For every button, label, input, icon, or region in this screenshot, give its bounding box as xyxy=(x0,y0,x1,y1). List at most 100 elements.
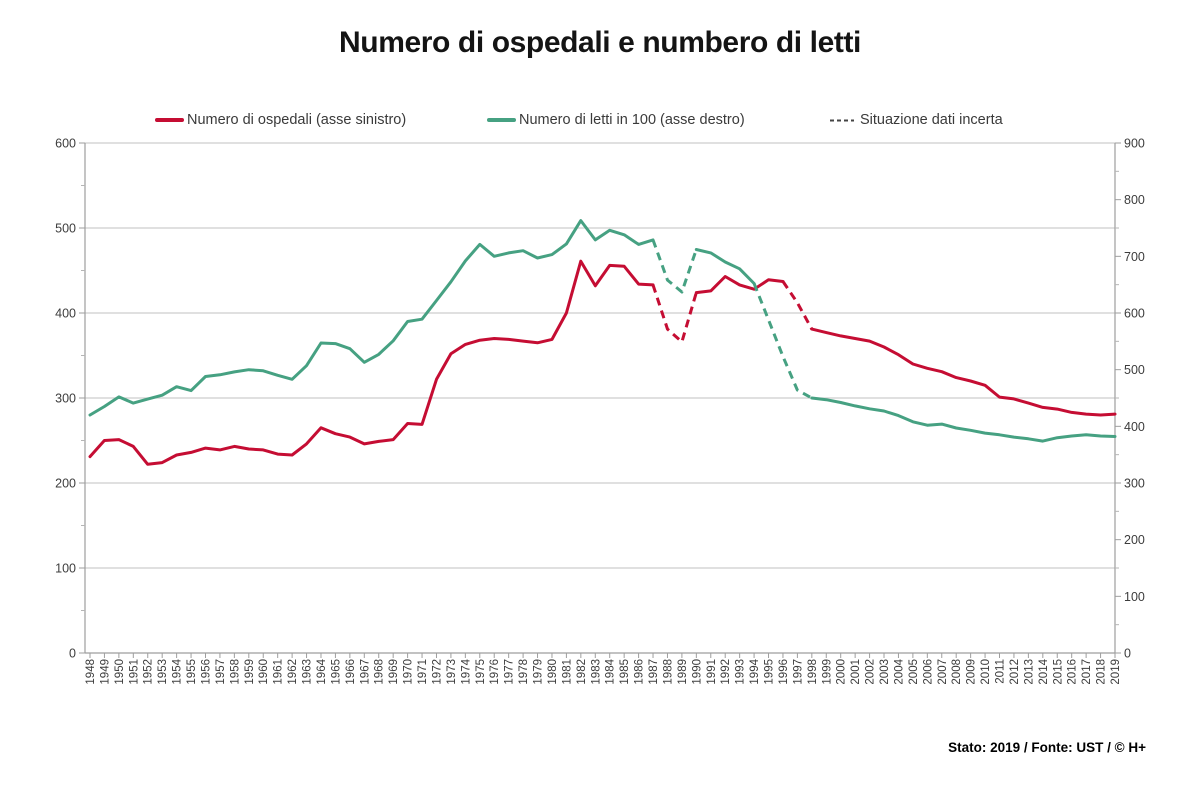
ospedali-line xyxy=(88,259,655,466)
left-tick-label: 300 xyxy=(55,392,76,406)
x-tick-label: 1997 xyxy=(792,659,804,685)
ospedali-line-dashed xyxy=(651,284,698,344)
x-tick-label: 2011 xyxy=(995,659,1007,684)
x-tick-label: 2002 xyxy=(865,659,877,685)
x-tick-label: 1975 xyxy=(475,659,487,685)
left-axis: 0 100 200 300 400 500 600 xyxy=(55,137,85,661)
x-tick-label: 1972 xyxy=(431,659,443,685)
x-tick-label: 1971 xyxy=(417,659,429,685)
right-tick-label: 800 xyxy=(1124,193,1145,207)
x-tick-label: 1960 xyxy=(258,659,270,685)
x-tick-label: 1961 xyxy=(273,659,285,685)
right-tick-label: 0 xyxy=(1124,647,1131,661)
left-tick-label: 200 xyxy=(55,477,76,491)
legend-label-uncertain: Situazione dati incerta xyxy=(860,112,1003,128)
x-tick-label: 2008 xyxy=(951,659,963,685)
x-tick-label: 1959 xyxy=(244,659,256,685)
x-tick-label: 1965 xyxy=(330,659,342,685)
x-tick-label: 1995 xyxy=(764,659,776,685)
right-tick-label: 200 xyxy=(1124,533,1145,547)
letti-line-dashed xyxy=(651,239,698,294)
x-axis: 1948 1949 1950 1951 1952 1953 1954 1955 1956 1957… xyxy=(85,653,1122,685)
ospedali-line xyxy=(810,327,1117,417)
x-tick-label: 1994 xyxy=(749,658,761,684)
x-tick-label: 1986 xyxy=(634,659,646,685)
x-tick-label: 2018 xyxy=(1096,659,1108,685)
red-line-swatch-icon xyxy=(155,118,184,122)
x-tick-label: 2005 xyxy=(908,659,920,685)
x-tick-label: 2006 xyxy=(922,659,934,685)
x-tick-label: 2004 xyxy=(893,658,905,684)
x-tick-label: 1956 xyxy=(200,659,212,685)
x-tick-label: 1969 xyxy=(388,659,400,685)
letti-line-dashed xyxy=(752,282,813,400)
x-tick-label: 1978 xyxy=(518,659,530,685)
x-tick-label: 1973 xyxy=(446,659,458,685)
x-tick-label: 2012 xyxy=(1009,659,1021,685)
x-tick-label: 2016 xyxy=(1067,659,1079,685)
x-tick-label: 1980 xyxy=(547,659,559,685)
x-tick-label: 1984 xyxy=(605,658,617,684)
right-tick-label: 700 xyxy=(1124,250,1145,264)
letti-line xyxy=(88,219,655,417)
letti-line xyxy=(810,396,1117,443)
x-tick-label: 1974 xyxy=(460,658,472,684)
x-tick-label: 1998 xyxy=(807,659,819,685)
left-tick-label: 0 xyxy=(69,647,76,661)
right-tick-label: 900 xyxy=(1124,137,1145,151)
x-tick-label: 1987 xyxy=(648,659,660,685)
x-tick-label: 1949 xyxy=(99,659,111,685)
green-line-swatch-icon xyxy=(487,118,516,122)
x-tick-label: 1962 xyxy=(287,659,299,685)
x-tick-label: 1985 xyxy=(619,659,631,685)
right-tick-label: 600 xyxy=(1124,307,1145,321)
left-tick-label: 100 xyxy=(55,562,76,576)
legend-item-uncertain: Situazione dati incerta xyxy=(830,111,1003,129)
series-ospedali xyxy=(88,259,1117,466)
x-tick-label: 2017 xyxy=(1081,659,1093,685)
right-tick-label: 300 xyxy=(1124,477,1145,491)
legend-item-hospitals: Numero di ospedali (asse sinistro) xyxy=(155,111,406,129)
right-tick-label: 100 xyxy=(1124,590,1145,604)
x-tick-label: 1968 xyxy=(374,659,386,685)
legend-label-hospitals: Numero di ospedali (asse sinistro) xyxy=(187,112,407,128)
source-note: Stato: 2019 / Fonte: UST / © H+ xyxy=(948,740,1146,755)
letti-line xyxy=(694,248,756,285)
ospedali-line-dashed xyxy=(781,280,814,330)
x-tick-label: 1950 xyxy=(114,659,126,685)
gridlines xyxy=(85,142,1115,654)
x-tick-label: 2000 xyxy=(836,659,848,685)
x-tick-label: 2010 xyxy=(980,659,992,685)
x-tick-label: 2013 xyxy=(1023,659,1035,685)
x-tick-label: 1966 xyxy=(345,659,357,685)
x-tick-label: 1982 xyxy=(576,659,588,685)
x-tick-label: 1983 xyxy=(590,659,602,685)
right-tick-label: 400 xyxy=(1124,420,1145,434)
x-tick-label: 2001 xyxy=(850,659,862,685)
x-tick-label: 2014 xyxy=(1038,658,1050,684)
right-tick-label: 500 xyxy=(1124,363,1145,377)
series-letti xyxy=(88,219,1117,443)
right-axis: 0 100 200 300 400 500 600 700 800 900 xyxy=(1115,137,1145,661)
x-tick-label: 1955 xyxy=(186,659,198,685)
x-tick-label: 1992 xyxy=(720,659,732,685)
x-tick-label: 1952 xyxy=(143,659,155,685)
x-tick-label: 1977 xyxy=(504,659,516,685)
x-tick-label: 2003 xyxy=(879,659,891,685)
x-tick-label: 1999 xyxy=(821,659,833,685)
x-tick-label: 1957 xyxy=(215,659,227,685)
x-tick-label: 1958 xyxy=(229,659,241,685)
left-tick-label: 600 xyxy=(55,137,76,151)
x-tick-label: 1989 xyxy=(677,659,689,685)
x-tick-label: 1996 xyxy=(778,659,790,685)
x-tick-label: 1967 xyxy=(359,659,371,685)
x-tick-label: 2015 xyxy=(1052,659,1064,685)
x-tick-label: 2007 xyxy=(937,659,949,685)
chart-title: Numero di ospedali e numbero di letti xyxy=(339,26,861,59)
x-tick-label: 1964 xyxy=(316,658,328,684)
x-tick-label: 1963 xyxy=(302,659,314,685)
dashed-line-swatch-icon xyxy=(830,119,854,121)
left-tick-label: 500 xyxy=(55,222,76,236)
x-tick-label: 2009 xyxy=(966,659,978,685)
